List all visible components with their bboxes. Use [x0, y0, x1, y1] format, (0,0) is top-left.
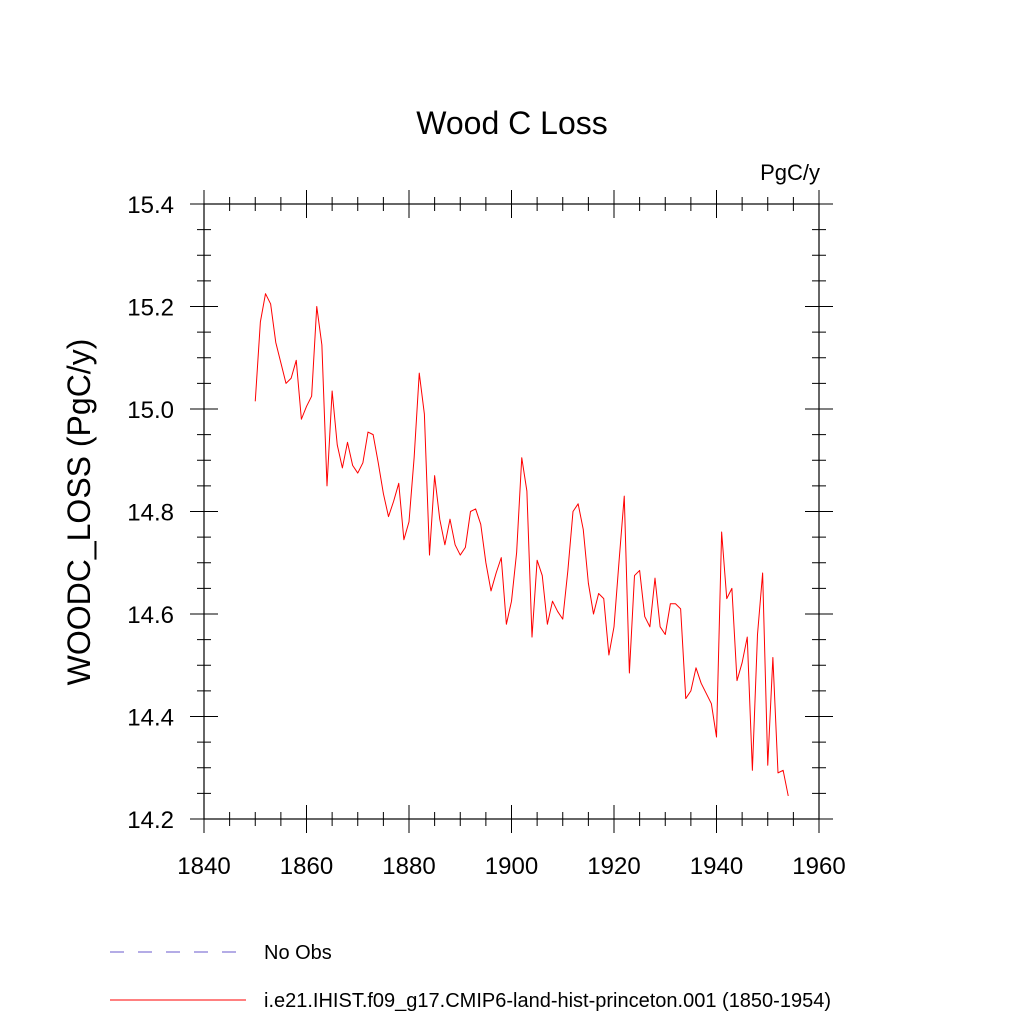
y-axis: 14.2 14.4 14.6 14.8 15.0 15.2 15.4 — [127, 192, 833, 834]
y-tick-label: 15.4 — [127, 192, 174, 219]
x-tick-label: 1920 — [587, 853, 640, 880]
x-axis: 1840 1860 1880 1900 1920 1940 1960 — [177, 190, 846, 880]
legend: No Obs i.e21.IHIST.f09_g17.CMIP6-land-his… — [110, 942, 831, 1012]
series-layer — [254, 293, 789, 797]
y-tick-label: 14.2 — [127, 807, 174, 834]
y-tick-label: 14.8 — [127, 500, 174, 527]
y-tick-label: 15.0 — [127, 397, 174, 424]
plot-border — [203, 203, 820, 820]
legend-label-2: i.e21.IHIST.f09_g17.CMIP6-land-hist-prin… — [264, 990, 831, 1012]
y-tick-label: 15.2 — [127, 295, 174, 322]
chart-title: Wood C Loss — [416, 105, 608, 141]
x-tick-label: 1960 — [792, 853, 845, 880]
x-tick-label: 1880 — [382, 853, 435, 880]
x-tick-label: 1940 — [690, 853, 743, 880]
plot-frame — [203, 203, 820, 820]
legend-label-1: No Obs — [264, 942, 332, 964]
y-tick-label: 14.6 — [127, 602, 174, 629]
x-tick-label: 1860 — [280, 853, 333, 880]
y-tick-label: 14.4 — [127, 705, 174, 732]
y-axis-label: WOODC_LOSS (PgC/y) — [61, 339, 97, 686]
x-tick-label: 1840 — [177, 853, 230, 880]
units-label: PgC/y — [760, 160, 820, 185]
series-line-1 — [254, 293, 789, 797]
x-tick-label: 1900 — [485, 853, 538, 880]
